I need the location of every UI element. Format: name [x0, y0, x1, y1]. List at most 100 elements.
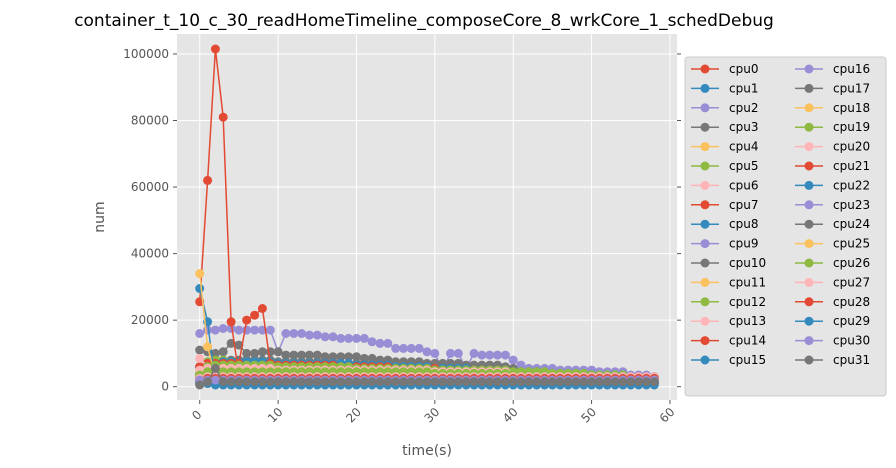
data-point: [391, 343, 401, 353]
data-point: [500, 350, 510, 360]
data-point: [242, 325, 252, 335]
data-point: [265, 325, 275, 335]
data-point: [352, 377, 361, 387]
legend-item-cpu11: cpu11: [691, 275, 766, 289]
data-point: [414, 343, 424, 353]
data-point: [289, 329, 299, 338]
data-point: [250, 310, 260, 320]
data-point: [320, 332, 330, 342]
x-tick-label: 40: [500, 405, 521, 426]
data-point: [312, 330, 322, 340]
legend-label: cpu1: [729, 81, 758, 95]
data-point: [304, 377, 314, 387]
data-point: [406, 343, 416, 353]
legend-label: cpu29: [833, 314, 870, 328]
x-axis-ticks: 0 10 20 30 40 50 60: [189, 400, 677, 426]
x-tick-label: 60: [657, 405, 678, 426]
data-point: [273, 347, 283, 357]
data-point: [469, 377, 479, 387]
legend-item-cpu19: cpu19: [795, 120, 870, 134]
legend-label: cpu6: [729, 178, 758, 192]
data-point: [328, 377, 338, 387]
data-point: [485, 350, 495, 360]
x-tick-label: 20: [343, 405, 364, 426]
data-point: [493, 377, 502, 387]
legend-label: cpu2: [729, 101, 758, 115]
data-point: [226, 317, 236, 327]
data-point: [257, 304, 267, 313]
data-point: [352, 333, 361, 343]
legend-item-cpu17: cpu17: [795, 81, 870, 95]
y-tick-label: 100000: [123, 47, 169, 61]
data-point: [587, 377, 597, 387]
data-point: [218, 112, 228, 122]
legend-marker: [700, 103, 710, 113]
data-point: [406, 377, 416, 387]
data-point: [446, 377, 455, 387]
data-point: [422, 347, 432, 357]
legend-item-cpu5: cpu5: [691, 159, 758, 173]
legend-marker: [804, 64, 814, 74]
data-point: [383, 377, 393, 387]
data-point: [453, 348, 463, 358]
plot-background: [177, 34, 677, 400]
y-tick-label: 60000: [131, 180, 169, 194]
legend-item-cpu24: cpu24: [795, 217, 870, 231]
data-point: [242, 315, 252, 325]
data-point: [210, 44, 220, 54]
legend-marker: [804, 219, 814, 229]
data-point: [304, 350, 314, 360]
legend-label: cpu8: [729, 217, 758, 231]
data-point: [430, 377, 440, 387]
legend-item-cpu21: cpu21: [795, 159, 870, 173]
legend-marker: [700, 316, 710, 326]
data-point: [375, 338, 385, 348]
legend-label: cpu10: [729, 256, 766, 270]
legend-label: cpu5: [729, 159, 758, 173]
legend-marker: [804, 83, 814, 93]
data-point: [218, 324, 228, 333]
data-point: [304, 330, 314, 340]
data-point: [312, 377, 322, 387]
data-point: [594, 377, 604, 387]
legend-item-cpu3: cpu3: [691, 120, 758, 134]
data-point: [508, 377, 518, 387]
series-group: [195, 44, 659, 390]
legend-label: cpu16: [833, 62, 870, 76]
legend-item-cpu8: cpu8: [691, 217, 758, 231]
data-point: [210, 363, 220, 373]
legend-marker: [700, 336, 710, 346]
data-point: [579, 377, 589, 387]
legend-marker: [700, 122, 710, 132]
legend-item-cpu0: cpu0: [691, 62, 758, 76]
data-point: [281, 350, 291, 360]
legend-item-cpu13: cpu13: [691, 314, 766, 328]
legend-label: cpu17: [833, 81, 870, 95]
data-point: [320, 377, 330, 387]
legend-item-cpu29: cpu29: [795, 314, 870, 328]
data-point: [359, 377, 369, 387]
data-point: [242, 377, 252, 387]
data-point: [485, 377, 495, 387]
legend-marker: [700, 277, 710, 287]
legend-item-cpu12: cpu12: [691, 295, 766, 309]
data-point: [383, 338, 393, 348]
data-point: [438, 377, 448, 387]
legend-marker: [700, 83, 710, 93]
legend-marker: [804, 200, 814, 210]
data-point: [344, 333, 354, 343]
legend-item-cpu16: cpu16: [795, 62, 870, 76]
data-point: [414, 377, 424, 387]
data-point: [547, 377, 557, 387]
data-point: [195, 269, 205, 279]
legend-item-cpu1: cpu1: [691, 81, 758, 95]
data-point: [203, 342, 213, 352]
data-point: [250, 348, 260, 358]
legend-item-cpu30: cpu30: [795, 334, 870, 348]
legend-label: cpu22: [833, 178, 870, 192]
data-point: [524, 377, 534, 387]
data-point: [226, 324, 236, 333]
legend-label: cpu13: [729, 314, 766, 328]
data-point: [626, 377, 636, 387]
